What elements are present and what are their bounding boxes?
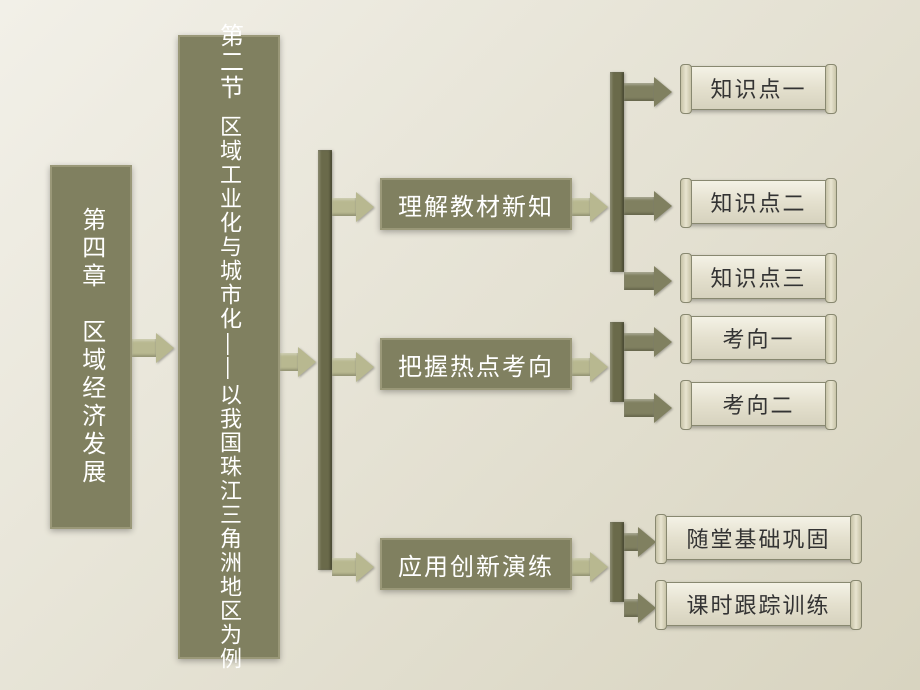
level2-box[interactable]: 第二节 区域工业化与城市化 —— 以我国珠江三角洲地区为例 (178, 35, 280, 659)
leaf-1-2[interactable]: 知识点二 (685, 180, 832, 224)
arrow-l2-bracket (280, 347, 316, 377)
level2-title: 第二节 (212, 23, 247, 101)
mid-label-3: 应用创新演练 (398, 547, 554, 582)
arrow-leaf-3-1 (624, 527, 656, 557)
arrow-leaf-1-3 (624, 266, 672, 296)
leaf-3-2[interactable]: 课时跟踪训练 (660, 582, 857, 626)
level2-dash: —— (216, 333, 242, 381)
arrow-leaf-3-2 (624, 593, 656, 623)
arrow-b-m3 (332, 552, 374, 582)
bracket-1 (610, 72, 624, 272)
bracket-main (318, 150, 332, 570)
leaf-1-3[interactable]: 知识点三 (685, 255, 832, 299)
arrow-leaf-1-1 (624, 77, 672, 107)
arrow-m3-b (572, 552, 608, 582)
leaf-label: 知识点三 (710, 261, 806, 293)
leaf-label: 知识点二 (710, 186, 806, 218)
leaf-1-1[interactable]: 知识点一 (685, 66, 832, 110)
mid-box-3[interactable]: 应用创新演练 (380, 538, 572, 590)
leaf-label: 考向二 (722, 388, 794, 420)
leaf-3-1[interactable]: 随堂基础巩固 (660, 516, 857, 560)
leaf-label: 知识点一 (710, 72, 806, 104)
arrow-l1-l2 (132, 333, 174, 363)
arrow-leaf-2-2 (624, 393, 672, 423)
leaf-label: 课时跟踪训练 (686, 588, 830, 620)
arrow-b-m2 (332, 352, 374, 382)
leaf-2-1[interactable]: 考向一 (685, 316, 832, 360)
level1-box[interactable]: 第四章 区域经济发展 (50, 165, 132, 529)
level2-line2: 以我国珠江三角洲地区为例 (213, 383, 245, 671)
mid-label-2: 把握热点考向 (398, 347, 554, 382)
arrow-b-m1 (332, 192, 374, 222)
arrow-leaf-2-1 (624, 327, 672, 357)
leaf-label: 考向一 (722, 322, 794, 354)
mid-box-2[interactable]: 把握热点考向 (380, 338, 572, 390)
leaf-label: 随堂基础巩固 (686, 522, 830, 554)
level1-label: 第四章 区域经济发展 (70, 197, 112, 497)
mid-label-1: 理解教材新知 (398, 187, 554, 222)
leaf-2-2[interactable]: 考向二 (685, 382, 832, 426)
bracket-2 (610, 322, 624, 402)
arrow-m2-b (572, 352, 608, 382)
mid-box-1[interactable]: 理解教材新知 (380, 178, 572, 230)
bracket-3 (610, 522, 624, 602)
arrow-leaf-1-2 (624, 191, 672, 221)
diagram-stage: 第四章 区域经济发展 第二节 区域工业化与城市化 —— 以我国珠江三角洲地区为例… (0, 0, 920, 690)
arrow-m1-b (572, 192, 608, 222)
level2-line1: 区域工业化与城市化 (213, 115, 245, 331)
